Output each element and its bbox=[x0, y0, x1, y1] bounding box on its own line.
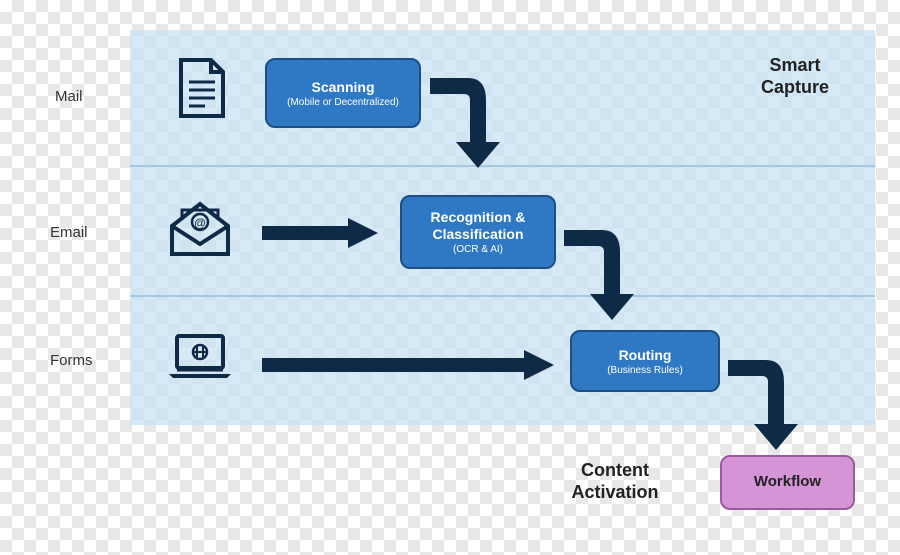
header-line1: Smart bbox=[769, 55, 820, 75]
header-line2: Capture bbox=[761, 77, 829, 97]
laptop-icon bbox=[165, 332, 235, 387]
box-title: Routing bbox=[619, 347, 672, 363]
header-line1: Content bbox=[581, 460, 649, 480]
box-recognition: Recognition & Classification (OCR & AI) bbox=[400, 195, 556, 269]
box-routing: Routing (Business Rules) bbox=[570, 330, 720, 392]
header-smart-capture: Smart Capture bbox=[740, 55, 850, 98]
arrow-scanning-to-recognition bbox=[428, 62, 508, 177]
box-title: Recognition & Classification bbox=[402, 209, 554, 241]
arrow-routing-to-workflow bbox=[726, 344, 806, 459]
arrow-forms-row bbox=[260, 348, 556, 387]
box-subtitle: (Mobile or Decentralized) bbox=[287, 97, 399, 108]
svg-text:@: @ bbox=[194, 216, 206, 230]
row-label-forms: Forms bbox=[50, 352, 93, 369]
arrow-email-row bbox=[260, 216, 380, 255]
document-icon bbox=[175, 58, 230, 125]
box-title: Scanning bbox=[311, 79, 374, 95]
box-workflow: Workflow bbox=[720, 455, 855, 510]
row-divider-2 bbox=[130, 295, 875, 297]
arrow-recognition-to-routing bbox=[562, 214, 642, 329]
row-label-mail: Mail bbox=[55, 88, 83, 105]
header-content-activation: Content Activation bbox=[555, 460, 675, 503]
header-line2: Activation bbox=[571, 482, 658, 502]
row-label-email: Email bbox=[50, 224, 88, 241]
box-subtitle: (Business Rules) bbox=[607, 365, 683, 376]
box-subtitle: (OCR & AI) bbox=[453, 244, 503, 255]
email-icon: @ bbox=[168, 200, 232, 263]
box-scanning: Scanning (Mobile or Decentralized) bbox=[265, 58, 421, 128]
box-title: Workflow bbox=[754, 473, 821, 490]
